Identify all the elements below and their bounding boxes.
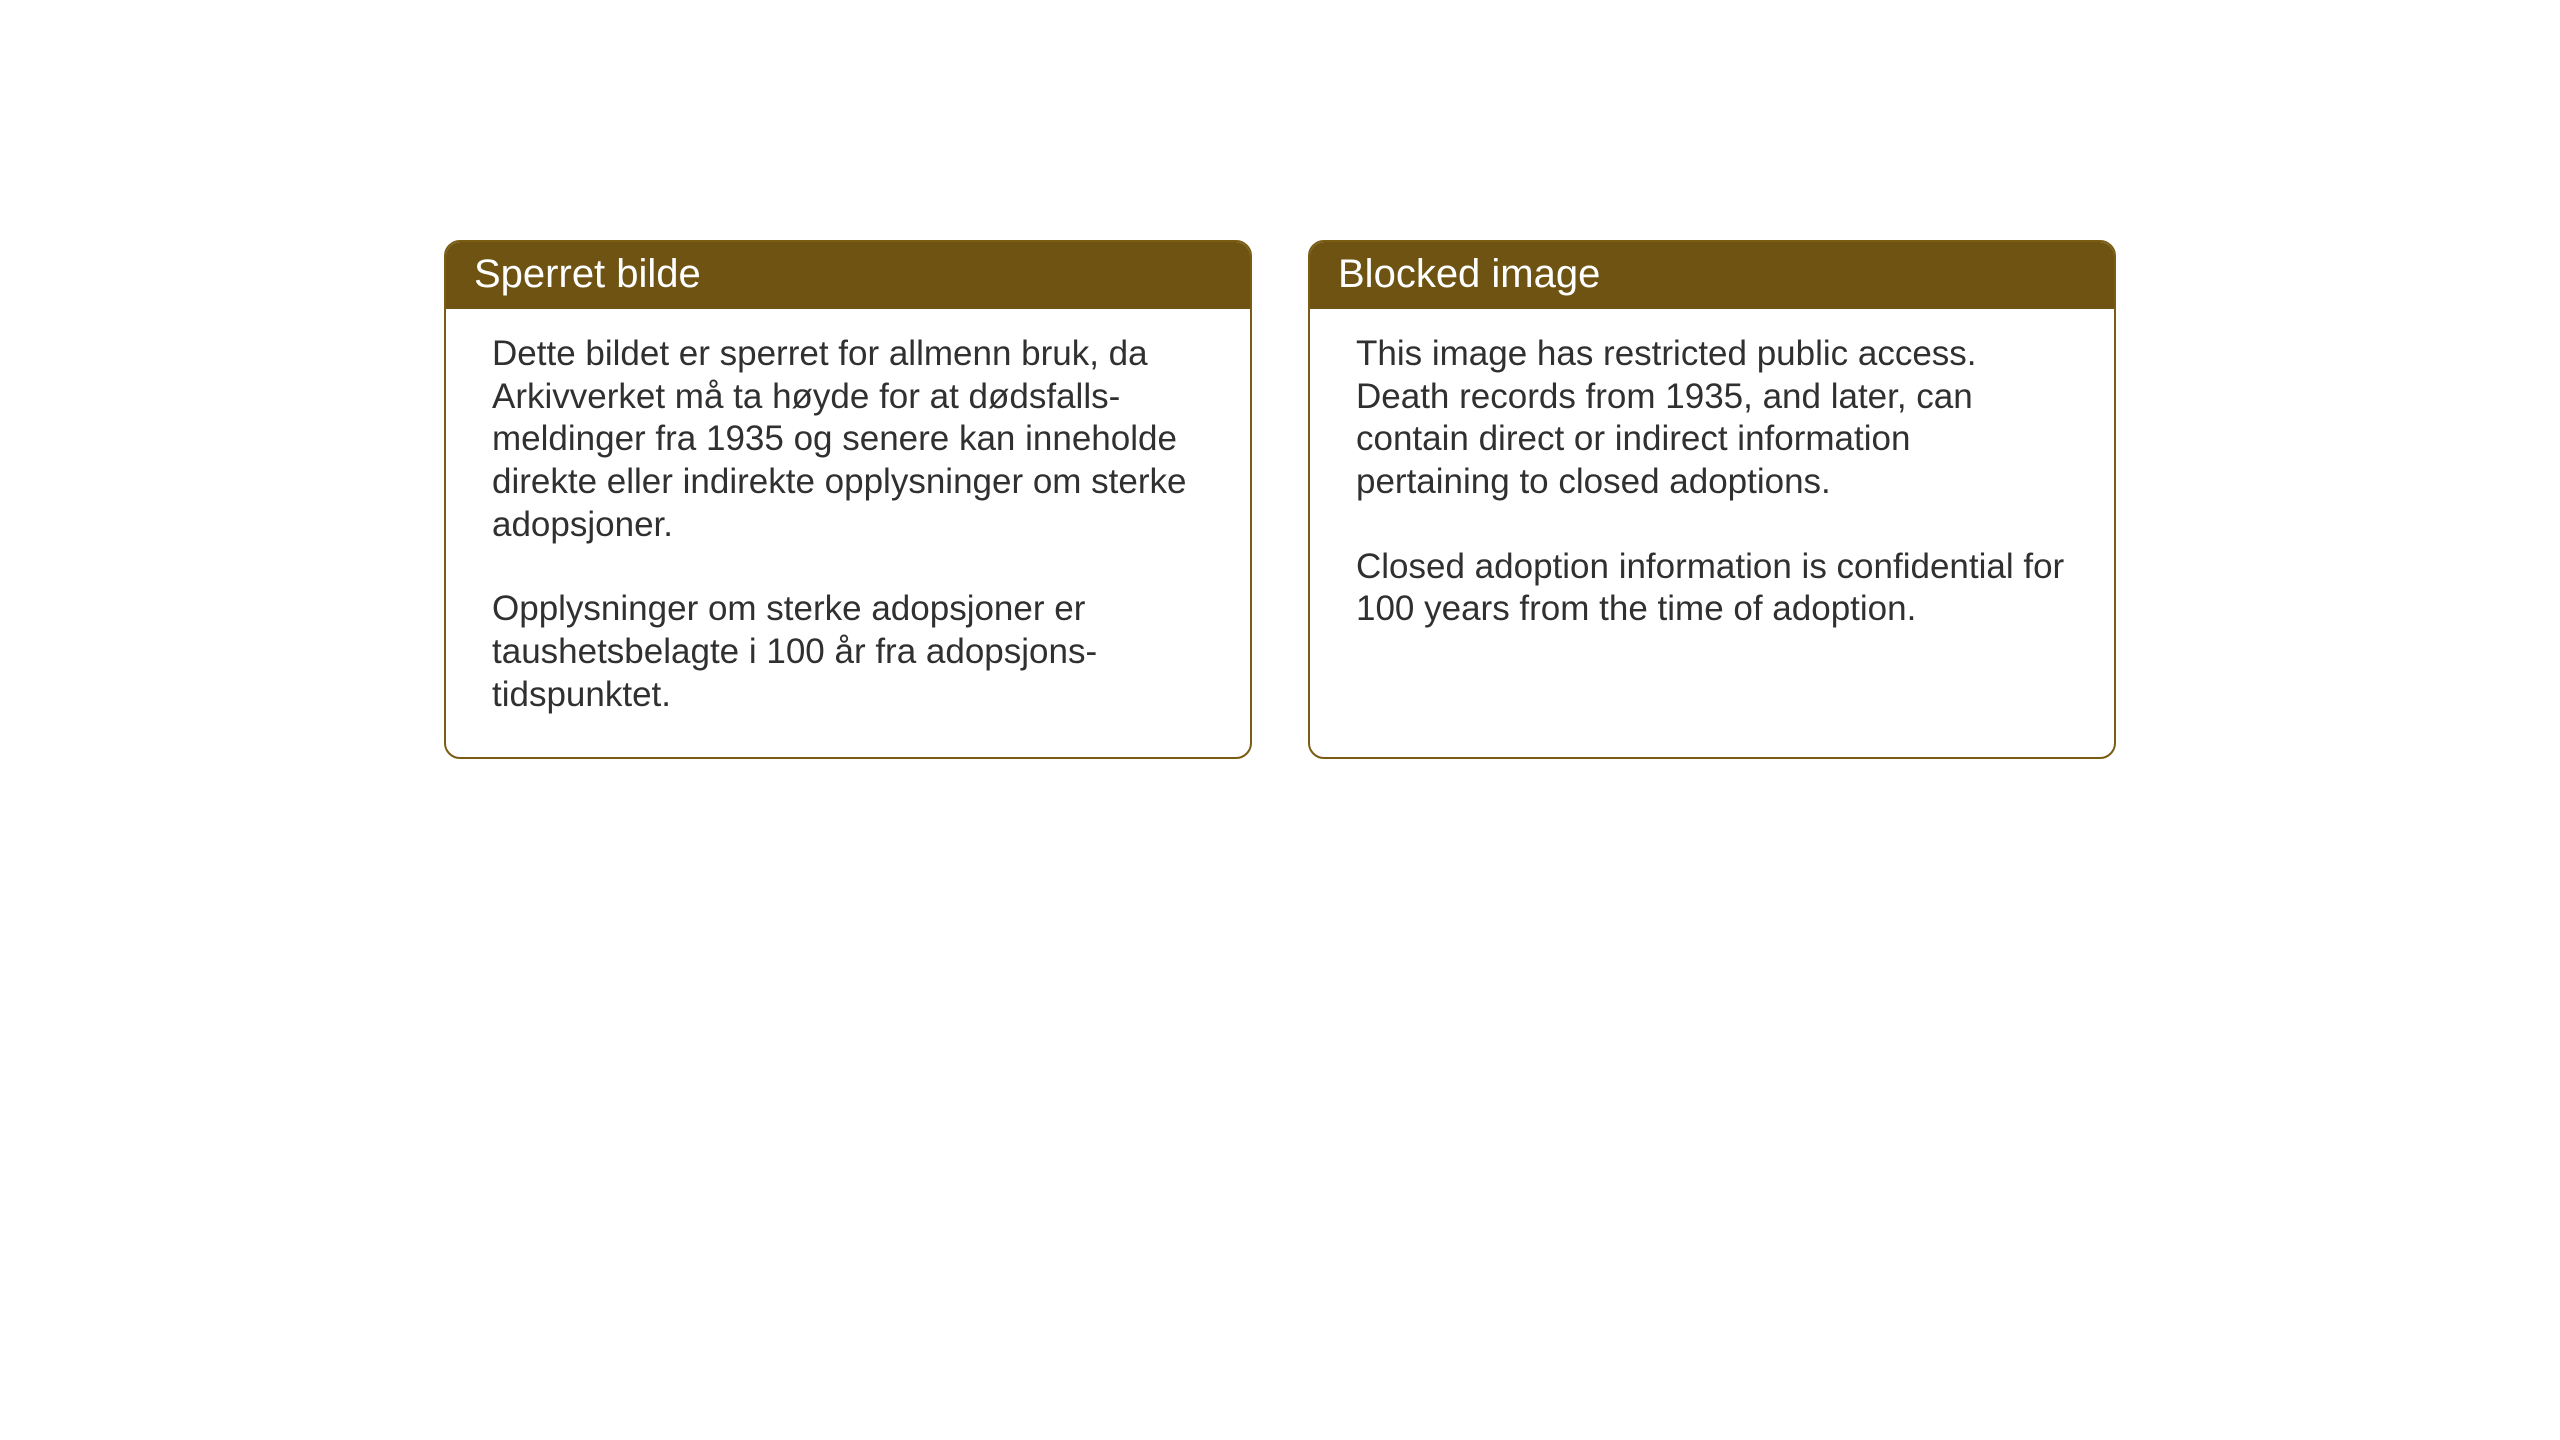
card-header-english: Blocked image — [1310, 242, 2114, 309]
notice-card-norwegian: Sperret bilde Dette bildet er sperret fo… — [444, 240, 1252, 759]
paragraph-text: This image has restricted public access.… — [1356, 333, 2068, 504]
card-header-norwegian: Sperret bilde — [446, 242, 1250, 309]
paragraph-text: Dette bildet er sperret for allmenn bruk… — [492, 333, 1204, 546]
notice-container: Sperret bilde Dette bildet er sperret fo… — [444, 240, 2116, 759]
card-body-english: This image has restricted public access.… — [1310, 309, 2114, 749]
notice-card-english: Blocked image This image has restricted … — [1308, 240, 2116, 759]
paragraph-text: Opplysninger om sterke adopsjoner er tau… — [492, 588, 1204, 716]
card-body-norwegian: Dette bildet er sperret for allmenn bruk… — [446, 309, 1250, 757]
paragraph-text: Closed adoption information is confident… — [1356, 546, 2068, 631]
